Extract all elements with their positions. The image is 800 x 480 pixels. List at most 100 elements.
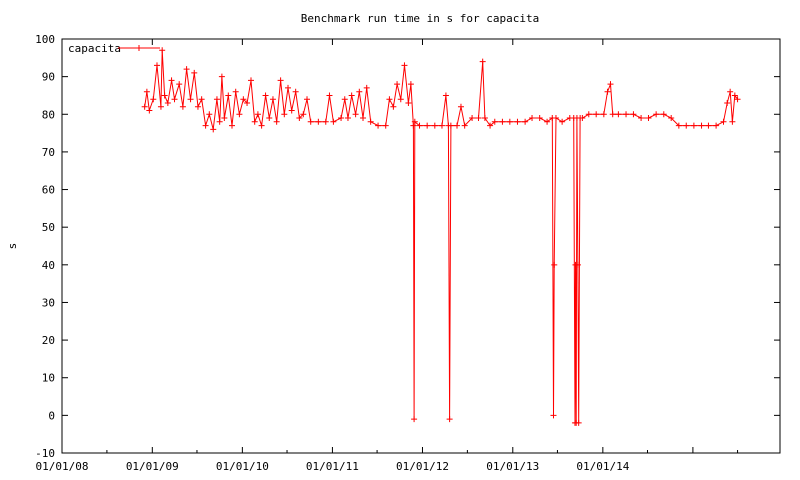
data-point: [653, 111, 660, 118]
data-point: [481, 115, 488, 122]
data-point: [375, 122, 382, 129]
data-point: [146, 107, 153, 114]
x-tick-label: 01/01/08: [36, 460, 89, 473]
data-point: [363, 84, 370, 91]
data-point: [529, 115, 536, 122]
data-point: [630, 111, 637, 118]
data-point: [514, 118, 521, 125]
y-tick-label: -10: [35, 447, 55, 460]
x-tick-label: 01/01/14: [576, 460, 629, 473]
data-point: [159, 47, 166, 54]
data-point: [407, 81, 414, 88]
data-point: [326, 92, 333, 99]
data-point: [431, 122, 438, 129]
data-point: [386, 96, 393, 103]
data-point: [623, 111, 630, 118]
y-tick-label: 80: [42, 108, 55, 121]
data-point: [604, 88, 611, 95]
data-point: [574, 261, 581, 268]
data-point: [575, 419, 582, 426]
data-point: [367, 118, 374, 125]
data-point: [424, 122, 431, 129]
data-point: [236, 111, 243, 118]
y-tick-label: 40: [42, 259, 55, 272]
data-point: [168, 77, 175, 84]
data-point: [285, 84, 292, 91]
data-point: [550, 412, 557, 419]
data-point: [729, 118, 736, 125]
y-tick-label: 60: [42, 184, 55, 197]
chart-title: Benchmark run time in s for capacita: [301, 12, 539, 25]
data-point: [401, 62, 408, 69]
data-point: [179, 103, 186, 110]
data-point: [281, 111, 288, 118]
data-point: [390, 103, 397, 110]
data-point: [232, 88, 239, 95]
legend: capacita: [68, 42, 160, 55]
data-point: [322, 118, 329, 125]
data-point: [269, 96, 276, 103]
data-point: [251, 118, 258, 125]
data-point: [161, 92, 168, 99]
data-point: [194, 103, 201, 110]
data-point: [150, 96, 157, 103]
data-point: [668, 115, 675, 122]
data-point: [734, 96, 741, 103]
data-point: [536, 115, 543, 122]
data-point: [469, 115, 476, 122]
data-point: [522, 118, 529, 125]
y-tick-label: 20: [42, 334, 55, 347]
data-point: [157, 103, 164, 110]
data-point: [615, 111, 622, 118]
data-point: [698, 122, 705, 129]
data-point: [457, 103, 464, 110]
data-point: [394, 81, 401, 88]
data-point: [593, 111, 600, 118]
x-tick-label: 01/01/09: [126, 460, 179, 473]
data-point: [198, 96, 205, 103]
data-point: [262, 92, 269, 99]
data-point: [244, 99, 251, 106]
data-point: [405, 99, 412, 106]
plot-frame: [61, 38, 781, 454]
data-point: [551, 261, 558, 268]
y-tick-label: 0: [48, 409, 55, 422]
data-point: [479, 58, 486, 65]
data-point: [240, 96, 247, 103]
y-tick-label: 100: [35, 33, 55, 46]
data-point: [221, 115, 228, 122]
y-axis-label: s: [6, 243, 19, 250]
data-point: [183, 66, 190, 73]
data-point: [438, 122, 445, 129]
data-point: [461, 122, 468, 129]
data-point: [153, 62, 160, 69]
data-point: [277, 77, 284, 84]
data-point: [544, 118, 551, 125]
data-point: [296, 115, 303, 122]
y-axis: -10 0 10 20 30 40 50 60 70 80 90 100: [35, 33, 780, 460]
data-point: [446, 416, 453, 423]
data-point: [141, 103, 148, 110]
data-point: [487, 122, 494, 129]
data-point: [315, 118, 322, 125]
data-point: [338, 115, 345, 122]
data-point: [307, 118, 314, 125]
data-point: [416, 122, 423, 129]
data-point: [731, 92, 738, 99]
data-point: [675, 122, 682, 129]
data-point: [660, 111, 667, 118]
y-tick-label: 70: [42, 146, 55, 159]
data-point: [292, 88, 299, 95]
x-axis: 01/01/08 01/01/09 01/01/10 01/01/11 01/01/12…: [36, 39, 739, 473]
data-point: [229, 122, 236, 129]
data-point: [410, 122, 417, 129]
data-point: [266, 115, 273, 122]
data-point: [356, 88, 363, 95]
data-point: [382, 122, 389, 129]
data-point: [397, 96, 404, 103]
data-point: [491, 118, 498, 125]
data-point: [202, 122, 209, 129]
data-point: [579, 115, 586, 122]
data-point: [330, 118, 337, 125]
